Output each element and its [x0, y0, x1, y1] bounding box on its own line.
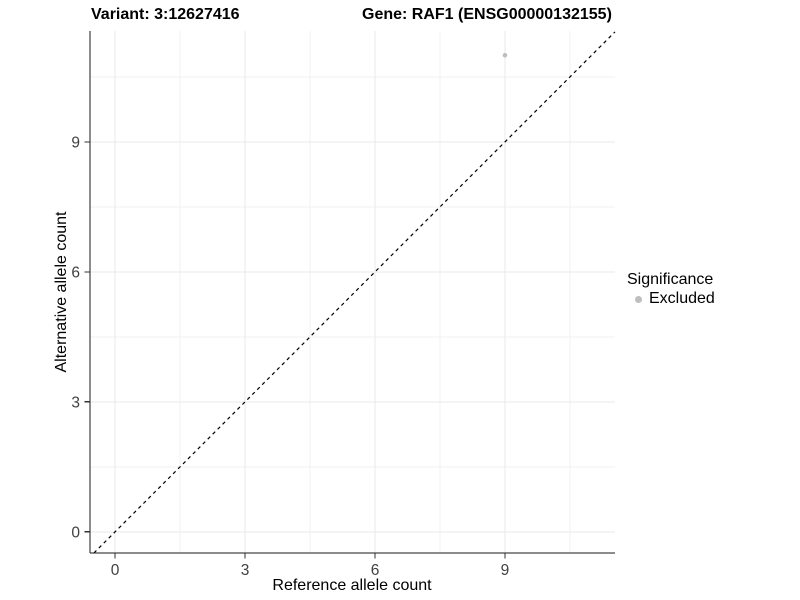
legend-item-label: Excluded — [649, 290, 715, 307]
plot-title-variant: Variant: 3:12627416 — [91, 6, 240, 23]
x-tick-label: 0 — [111, 562, 120, 579]
x-tick-label: 3 — [241, 562, 250, 579]
y-tick-label: 0 — [71, 524, 80, 541]
y-tick-label: 9 — [71, 134, 80, 151]
legend-point-icon — [635, 295, 642, 303]
y-tick-label: 6 — [71, 264, 80, 281]
legend-item-excluded: Excluded — [635, 290, 715, 308]
y-axis-title: Alternative allele count — [53, 211, 70, 373]
x-axis-title: Reference allele count — [272, 577, 432, 594]
plot-title-gene: Gene: RAF1 (ENSG00000132155) — [362, 6, 612, 23]
data-point — [502, 52, 508, 58]
y-tick-label: 3 — [71, 394, 80, 411]
legend-title: Significance — [627, 271, 714, 288]
x-tick-label: 6 — [371, 562, 380, 579]
x-tick-label: 9 — [501, 562, 510, 579]
identity-line — [93, 31, 616, 554]
